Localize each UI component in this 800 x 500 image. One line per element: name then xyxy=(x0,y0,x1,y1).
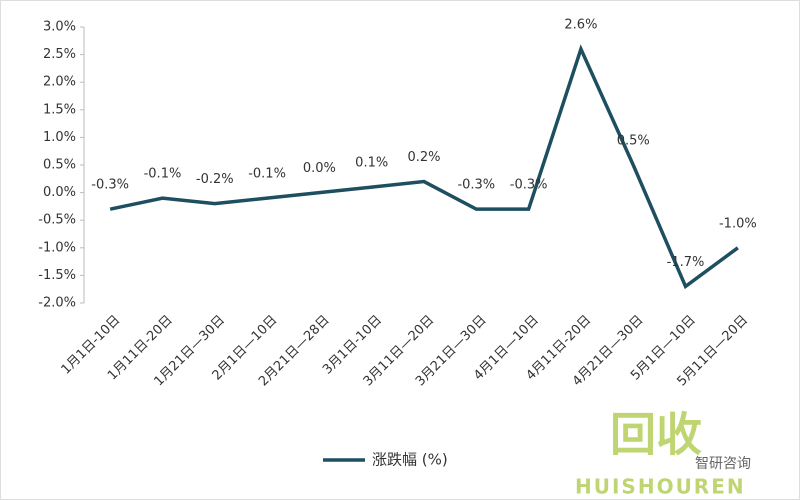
y-tick-label: 1.0% xyxy=(43,130,76,145)
source: 智研咨询 xyxy=(695,456,751,472)
y-tick-label: -1.5% xyxy=(38,268,76,283)
data-label: -1.0% xyxy=(719,216,757,231)
data-label: 0.0% xyxy=(303,161,336,176)
data-label: -0.3% xyxy=(91,178,129,193)
y-tick-label: -2.0% xyxy=(38,296,76,311)
legend-label: 涨跌幅 (%) xyxy=(372,451,448,469)
line-series xyxy=(109,44,739,290)
data-label: -0.3% xyxy=(457,178,495,193)
y-tick-label: 1.5% xyxy=(43,102,76,117)
data-label: -0.1% xyxy=(248,167,286,182)
data-label: 2.6% xyxy=(564,18,597,33)
y-tick-label: -0.5% xyxy=(38,213,76,228)
data-label: 0.2% xyxy=(407,150,440,165)
data-label: 0.1% xyxy=(355,156,388,171)
watermark: 回收 xyxy=(610,408,702,462)
y-tick-label: 2.0% xyxy=(43,75,76,90)
y-tick-label: 2.5% xyxy=(43,47,76,62)
data-label: -0.3% xyxy=(510,178,548,193)
watermark: HUISHOUREN xyxy=(575,475,746,499)
y-tick-label: -1.0% xyxy=(38,240,76,255)
y-tick-label: 0.0% xyxy=(43,185,76,200)
y-tick-label: 3.0% xyxy=(43,20,76,35)
data-label: -0.1% xyxy=(144,167,182,182)
data-label: 0.5% xyxy=(617,134,650,149)
y-tick-label: 0.5% xyxy=(43,158,76,173)
data-label: -0.2% xyxy=(196,172,234,187)
data-label: -1.7% xyxy=(667,255,705,270)
